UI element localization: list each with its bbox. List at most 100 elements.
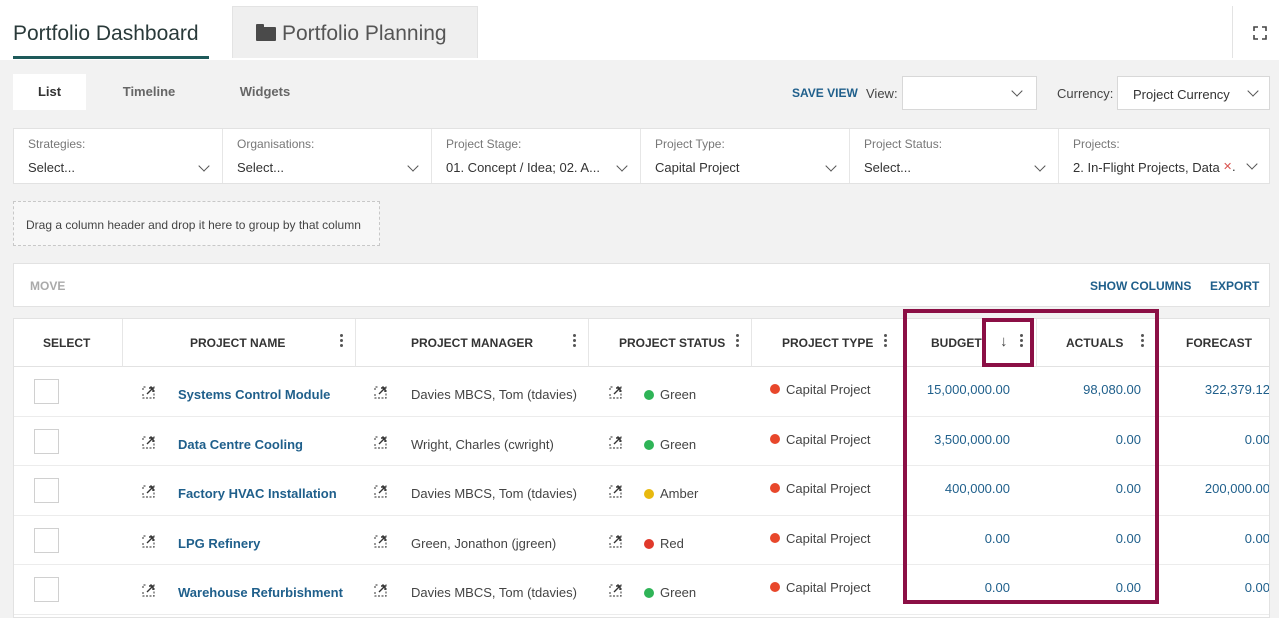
annotation-highlight-box bbox=[903, 309, 1159, 604]
column-menu-icon[interactable] bbox=[1020, 334, 1023, 347]
filter-label: Project Stage: bbox=[446, 137, 522, 151]
column-menu-icon[interactable] bbox=[1141, 334, 1144, 347]
column-menu-icon[interactable] bbox=[573, 334, 576, 347]
table-row[interactable]: Factory HVAC Installation Davies MBCS, To… bbox=[14, 466, 1269, 516]
column-menu-icon[interactable] bbox=[340, 334, 343, 347]
project-status: Green bbox=[660, 387, 697, 402]
currency-select[interactable]: Project Currency bbox=[1117, 76, 1270, 110]
filter-label: Project Type: bbox=[655, 137, 725, 151]
project-manager: Davies MBCS, Tom (tdavies) bbox=[411, 585, 577, 600]
view-tab-timeline[interactable]: Timeline bbox=[122, 84, 176, 99]
project-type: Capital Project bbox=[786, 580, 871, 595]
open-link-icon[interactable] bbox=[373, 435, 388, 450]
column-header-forecast[interactable]: FORECAST bbox=[1157, 319, 1269, 367]
column-menu-icon[interactable] bbox=[736, 334, 739, 347]
open-link-icon[interactable] bbox=[373, 385, 388, 400]
row-select-checkbox[interactable] bbox=[34, 379, 59, 404]
filter-value: Capital Project bbox=[655, 160, 740, 175]
actuals-value: 0.00 bbox=[1115, 431, 1141, 447]
project-name-link[interactable]: Warehouse Refurbishment bbox=[178, 585, 343, 600]
open-link-icon[interactable] bbox=[373, 534, 388, 549]
open-link-icon[interactable] bbox=[373, 484, 388, 499]
forecast-value: 322,379.12 bbox=[1204, 382, 1270, 397]
row-select-checkbox[interactable] bbox=[34, 527, 59, 553]
open-link-icon[interactable] bbox=[141, 583, 156, 598]
column-header-project-type[interactable]: PROJECT TYPE bbox=[752, 319, 904, 367]
chevron-down-icon bbox=[616, 160, 628, 172]
tab-portfolio-planning[interactable]: Portfolio Planning bbox=[232, 6, 478, 58]
column-header-project-manager[interactable]: PROJECT MANAGER bbox=[356, 319, 589, 367]
show-columns-button[interactable]: SHOW COLUMNS bbox=[1090, 279, 1192, 293]
project-name-link[interactable]: Factory HVAC Installation bbox=[178, 486, 337, 501]
project-manager: Davies MBCS, Tom (tdavies) bbox=[411, 387, 577, 402]
filter-value: Select... bbox=[237, 160, 284, 175]
open-link-icon[interactable] bbox=[141, 435, 156, 450]
project-name-link[interactable]: Data Centre Cooling bbox=[178, 436, 303, 452]
filter-project-type[interactable]: Project Type: Capital Project bbox=[641, 129, 850, 183]
chevron-down-icon bbox=[825, 160, 837, 172]
column-header-select[interactable]: SELECT bbox=[14, 319, 123, 367]
row-select-checkbox[interactable] bbox=[34, 428, 59, 454]
chevron-down-icon bbox=[1011, 85, 1023, 97]
project-name-link[interactable]: Systems Control Module bbox=[178, 387, 331, 402]
filter-label: Projects: bbox=[1073, 137, 1120, 151]
table-row[interactable]: Data Centre Cooling Wright, Charles (cwri… bbox=[14, 417, 1270, 466]
forecast-value: 0.00 bbox=[1244, 530, 1270, 546]
top-tab-bar: Portfolio Dashboard Portfolio Planning bbox=[0, 0, 1279, 60]
column-menu-icon[interactable] bbox=[884, 334, 887, 347]
tab-portfolio-dashboard[interactable]: Portfolio Dashboard bbox=[13, 22, 199, 45]
budget-value: 0.00 bbox=[984, 580, 1010, 595]
expand-icon bbox=[1253, 26, 1267, 40]
view-label: View: bbox=[866, 86, 898, 101]
filter-project-status[interactable]: Project Status: Select... bbox=[850, 129, 1059, 183]
open-link-icon[interactable] bbox=[141, 385, 156, 400]
filter-projects[interactable]: Projects: 2. In-Flight Projects, Data ✕ … bbox=[1059, 129, 1269, 183]
open-link-icon[interactable] bbox=[608, 583, 623, 598]
export-button[interactable]: EXPORT bbox=[1210, 279, 1260, 293]
view-tab-widgets[interactable]: Widgets bbox=[239, 84, 291, 99]
view-select[interactable] bbox=[902, 76, 1037, 110]
project-type-dot-icon bbox=[770, 483, 780, 493]
filter-strategies[interactable]: Strategies: Select... bbox=[14, 129, 223, 183]
open-link-icon[interactable] bbox=[141, 534, 156, 549]
column-header-label: PROJECT TYPE bbox=[782, 336, 874, 350]
table-row[interactable]: Warehouse Refurbishment Davies MBCS, Tom … bbox=[14, 565, 1269, 615]
view-tab-list[interactable]: List bbox=[13, 74, 86, 110]
project-name-link[interactable]: LPG Refinery bbox=[178, 535, 261, 551]
move-button[interactable]: MOVE bbox=[30, 279, 66, 293]
open-link-icon[interactable] bbox=[141, 484, 156, 499]
column-header-label: SELECT bbox=[43, 336, 91, 350]
column-header-project-name[interactable]: PROJECT NAME bbox=[123, 319, 356, 367]
project-type: Capital Project bbox=[786, 431, 871, 447]
filter-organisations[interactable]: Organisations: Select... bbox=[223, 129, 432, 183]
group-drop-zone[interactable]: Drag a column header and drop it here to… bbox=[13, 201, 380, 246]
project-type-dot-icon bbox=[770, 384, 780, 394]
open-link-icon[interactable] bbox=[373, 583, 388, 598]
project-type: Capital Project bbox=[786, 530, 871, 546]
open-link-icon[interactable] bbox=[608, 484, 623, 499]
open-link-icon[interactable] bbox=[608, 534, 623, 549]
budget-value: 3,500,000.00 bbox=[934, 431, 1010, 447]
filter-bar: Strategies: Select... Organisations: Sel… bbox=[13, 128, 1270, 184]
forecast-value: 0.00 bbox=[1244, 431, 1270, 447]
filter-project-stage[interactable]: Project Stage: 01. Concept / Idea; 02. A… bbox=[432, 129, 641, 183]
filter-value: Select... bbox=[28, 160, 75, 175]
chevron-down-icon bbox=[198, 160, 210, 172]
table-row[interactable]: LPG Refinery Green, Jonathon (jgreen) Red C… bbox=[14, 516, 1270, 565]
open-link-icon[interactable] bbox=[608, 385, 623, 400]
sort-descending-icon[interactable]: ↓ bbox=[1000, 333, 1008, 350]
project-status: Red bbox=[660, 535, 684, 551]
chevron-down-icon bbox=[1246, 158, 1258, 170]
row-select-checkbox[interactable] bbox=[34, 577, 59, 602]
column-header-project-status[interactable]: PROJECT STATUS bbox=[589, 319, 752, 367]
save-view-button[interactable]: SAVE VIEW bbox=[792, 86, 858, 100]
table-row[interactable]: Systems Control Module Davies MBCS, Tom (… bbox=[14, 367, 1270, 417]
open-link-icon[interactable] bbox=[608, 435, 623, 450]
chevron-down-icon bbox=[407, 160, 419, 172]
clear-icon[interactable]: ✕ bbox=[1223, 161, 1233, 173]
row-select-checkbox[interactable] bbox=[34, 478, 59, 503]
fullscreen-button[interactable] bbox=[1232, 6, 1279, 58]
column-header-label: ACTUALS bbox=[1066, 336, 1124, 350]
project-status: Amber bbox=[660, 486, 699, 501]
column-header-budget[interactable]: BUDGET ↓ bbox=[904, 319, 1037, 367]
